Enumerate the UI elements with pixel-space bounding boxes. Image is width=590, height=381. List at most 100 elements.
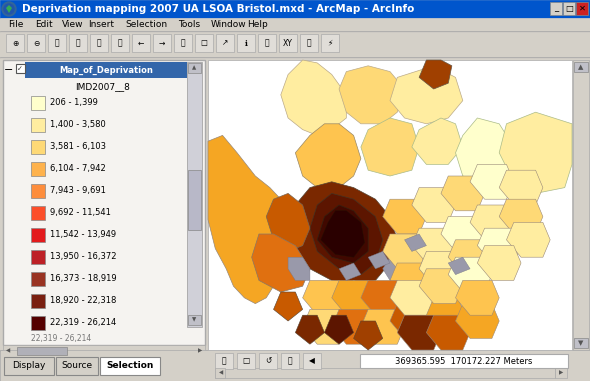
Bar xyxy=(0,0,590,18)
Bar xyxy=(281,353,299,369)
Bar xyxy=(153,34,171,52)
Polygon shape xyxy=(499,112,572,194)
Polygon shape xyxy=(419,251,463,286)
Text: ◀: ◀ xyxy=(309,357,315,365)
Polygon shape xyxy=(383,199,427,234)
Text: ▶: ▶ xyxy=(198,349,202,354)
Bar xyxy=(31,140,45,154)
Polygon shape xyxy=(412,228,455,263)
Text: ⚡: ⚡ xyxy=(327,38,333,48)
Polygon shape xyxy=(405,234,427,251)
Text: 🌍: 🌍 xyxy=(117,38,122,48)
Text: ◀: ◀ xyxy=(6,349,10,354)
Polygon shape xyxy=(361,280,405,315)
Polygon shape xyxy=(383,234,427,269)
Bar xyxy=(31,228,45,242)
Text: 369365.595  170172.227 Meters: 369365.595 170172.227 Meters xyxy=(395,357,533,365)
Text: Window: Window xyxy=(211,20,246,29)
Bar xyxy=(69,34,87,52)
Bar xyxy=(3,345,205,357)
Bar xyxy=(321,34,339,52)
Text: ⏸: ⏸ xyxy=(288,357,292,365)
Polygon shape xyxy=(419,292,463,327)
Bar xyxy=(303,353,321,369)
Text: Tools: Tools xyxy=(178,20,201,29)
Bar xyxy=(188,170,201,230)
Text: Map_of_Deprivation: Map_of_Deprivation xyxy=(59,66,153,75)
Polygon shape xyxy=(499,199,543,234)
Polygon shape xyxy=(455,280,499,315)
Text: 9,692 - 11,541: 9,692 - 11,541 xyxy=(50,208,111,218)
Text: _: _ xyxy=(554,3,558,13)
Polygon shape xyxy=(390,66,463,124)
Polygon shape xyxy=(470,164,514,199)
Text: ⤢: ⤢ xyxy=(55,38,60,48)
Bar xyxy=(3,60,205,345)
Text: 1,400 - 3,580: 1,400 - 3,580 xyxy=(50,120,106,130)
Text: ▲: ▲ xyxy=(578,64,584,70)
Bar xyxy=(188,315,201,325)
Text: IMD2007__8: IMD2007__8 xyxy=(76,82,130,91)
Polygon shape xyxy=(455,118,514,182)
Bar xyxy=(56,357,98,375)
Bar xyxy=(195,34,213,52)
Text: ▼: ▼ xyxy=(192,317,196,322)
Text: ⬜: ⬜ xyxy=(181,38,185,48)
Bar xyxy=(27,34,45,52)
Polygon shape xyxy=(427,315,470,350)
Bar xyxy=(208,60,572,350)
Bar xyxy=(0,350,590,381)
Polygon shape xyxy=(274,292,303,321)
Bar xyxy=(576,2,588,15)
Text: 7,943 - 9,691: 7,943 - 9,691 xyxy=(50,187,106,195)
Text: Selection: Selection xyxy=(106,362,153,370)
Bar xyxy=(237,34,255,52)
Polygon shape xyxy=(324,315,353,344)
Text: ✋: ✋ xyxy=(97,38,101,48)
Bar xyxy=(360,354,568,368)
Polygon shape xyxy=(441,176,484,211)
Polygon shape xyxy=(321,211,365,257)
Polygon shape xyxy=(339,263,361,280)
Polygon shape xyxy=(6,5,12,13)
Polygon shape xyxy=(361,309,405,344)
Bar xyxy=(31,162,45,176)
Polygon shape xyxy=(208,135,310,304)
Text: 3,581 - 6,103: 3,581 - 6,103 xyxy=(50,142,106,152)
Text: Deprivation mapping 2007 UA LSOA Bristol.mxd - ArcMap - ArcInfo: Deprivation mapping 2007 UA LSOA Bristol… xyxy=(22,4,414,14)
Bar xyxy=(16,64,25,73)
Polygon shape xyxy=(332,309,375,344)
Polygon shape xyxy=(339,66,405,124)
Text: Display: Display xyxy=(12,362,45,370)
Text: 13,950 - 16,372: 13,950 - 16,372 xyxy=(50,253,116,261)
Text: 22,319 - 26,214: 22,319 - 26,214 xyxy=(50,319,116,328)
Text: ◀: ◀ xyxy=(219,370,223,376)
Polygon shape xyxy=(296,124,361,187)
Circle shape xyxy=(4,4,14,14)
Polygon shape xyxy=(390,304,434,338)
Bar xyxy=(279,34,297,52)
Bar xyxy=(132,34,150,52)
Bar xyxy=(259,353,277,369)
Text: □: □ xyxy=(242,357,250,365)
Polygon shape xyxy=(412,187,455,223)
Polygon shape xyxy=(303,309,346,344)
Text: 16,373 - 18,919: 16,373 - 18,919 xyxy=(50,274,117,283)
Bar xyxy=(0,32,590,58)
Polygon shape xyxy=(383,257,405,280)
Bar xyxy=(31,96,45,110)
Text: XY: XY xyxy=(283,38,293,48)
Bar xyxy=(31,272,45,286)
Polygon shape xyxy=(288,257,310,280)
Bar xyxy=(258,34,276,52)
Text: ▲: ▲ xyxy=(192,66,196,70)
Text: Selection: Selection xyxy=(126,20,168,29)
Bar xyxy=(188,63,201,73)
Text: ←: ← xyxy=(138,38,144,48)
Polygon shape xyxy=(346,280,368,298)
Polygon shape xyxy=(448,240,492,275)
Bar xyxy=(187,62,202,327)
Bar xyxy=(0,57,590,58)
Bar xyxy=(215,368,225,378)
Polygon shape xyxy=(477,228,521,263)
